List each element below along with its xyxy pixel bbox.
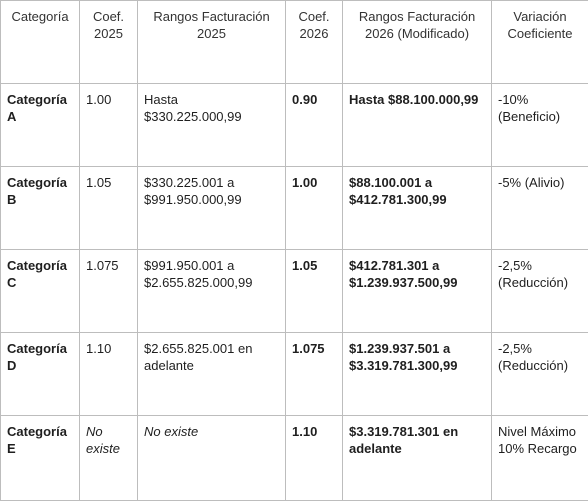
header-rangos-2025: Rangos Facturación 2025 (138, 1, 286, 84)
cell-rango-2025: $2.655.825.001 en adelante (138, 333, 286, 416)
cell-rango-2025: Hasta $330.225.000,99 (138, 84, 286, 167)
table-row: Categoría C 1.075 $991.950.001 a $2.655.… (1, 250, 588, 333)
cell-variacion: -2,5% (Reducción) (492, 333, 588, 416)
cell-rango-2026: Hasta $88.100.000,99 (343, 84, 492, 167)
cell-variacion: -2,5% (Reducción) (492, 250, 588, 333)
cell-categoria: Categoría D (1, 333, 80, 416)
cell-coef-2026: 1.075 (286, 333, 343, 416)
cell-rango-2025: No existe (138, 416, 286, 501)
cell-variacion: -5% (Alivio) (492, 167, 588, 250)
table-row: Categoría B 1.05 $330.225.001 a $991.950… (1, 167, 588, 250)
cell-coef-2025: 1.10 (80, 333, 138, 416)
table-row: Categoría E No existe No existe 1.10 $3.… (1, 416, 588, 501)
cell-rango-2026: $412.781.301 a $1.239.937.500,99 (343, 250, 492, 333)
cell-coef-2026: 1.10 (286, 416, 343, 501)
cell-variacion: -10% (Beneficio) (492, 84, 588, 167)
cell-rango-2026: $1.239.937.501 a $3.319.781.300,99 (343, 333, 492, 416)
header-variacion: Variación Coeficiente (492, 1, 588, 84)
cell-coef-2025: 1.075 (80, 250, 138, 333)
table-row: Categoría D 1.10 $2.655.825.001 en adela… (1, 333, 588, 416)
table-header-row: Categoría Coef. 2025 Rangos Facturación … (1, 1, 588, 84)
header-coef-2026: Coef. 2026 (286, 1, 343, 84)
cell-rango-2026: $3.319.781.301 en adelante (343, 416, 492, 501)
cell-rango-2025: $991.950.001 a $2.655.825.000,99 (138, 250, 286, 333)
cell-coef-2026: 1.00 (286, 167, 343, 250)
header-categoria: Categoría (1, 1, 80, 84)
table-row: Categoría A 1.00 Hasta $330.225.000,99 0… (1, 84, 588, 167)
cell-categoria: Categoría E (1, 416, 80, 501)
cell-coef-2025: 1.05 (80, 167, 138, 250)
cell-categoria: Categoría A (1, 84, 80, 167)
header-rangos-2026: Rangos Facturación 2026 (Modificado) (343, 1, 492, 84)
cell-variacion: Nivel Máximo 10% Recargo (492, 416, 588, 501)
cell-categoria: Categoría B (1, 167, 80, 250)
cell-rango-2026: $88.100.001 a $412.781.300,99 (343, 167, 492, 250)
cell-rango-2025: $330.225.001 a $991.950.000,99 (138, 167, 286, 250)
cell-coef-2026: 1.05 (286, 250, 343, 333)
cell-coef-2026: 0.90 (286, 84, 343, 167)
cell-coef-2025: 1.00 (80, 84, 138, 167)
header-coef-2025: Coef. 2025 (80, 1, 138, 84)
cell-coef-2025: No existe (80, 416, 138, 501)
cell-categoria: Categoría C (1, 250, 80, 333)
